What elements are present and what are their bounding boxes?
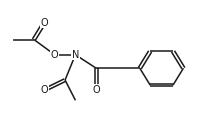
- Text: N: N: [72, 50, 79, 60]
- Text: O: O: [41, 18, 48, 28]
- Text: O: O: [41, 85, 48, 95]
- Text: O: O: [51, 50, 59, 60]
- Text: O: O: [92, 85, 100, 95]
